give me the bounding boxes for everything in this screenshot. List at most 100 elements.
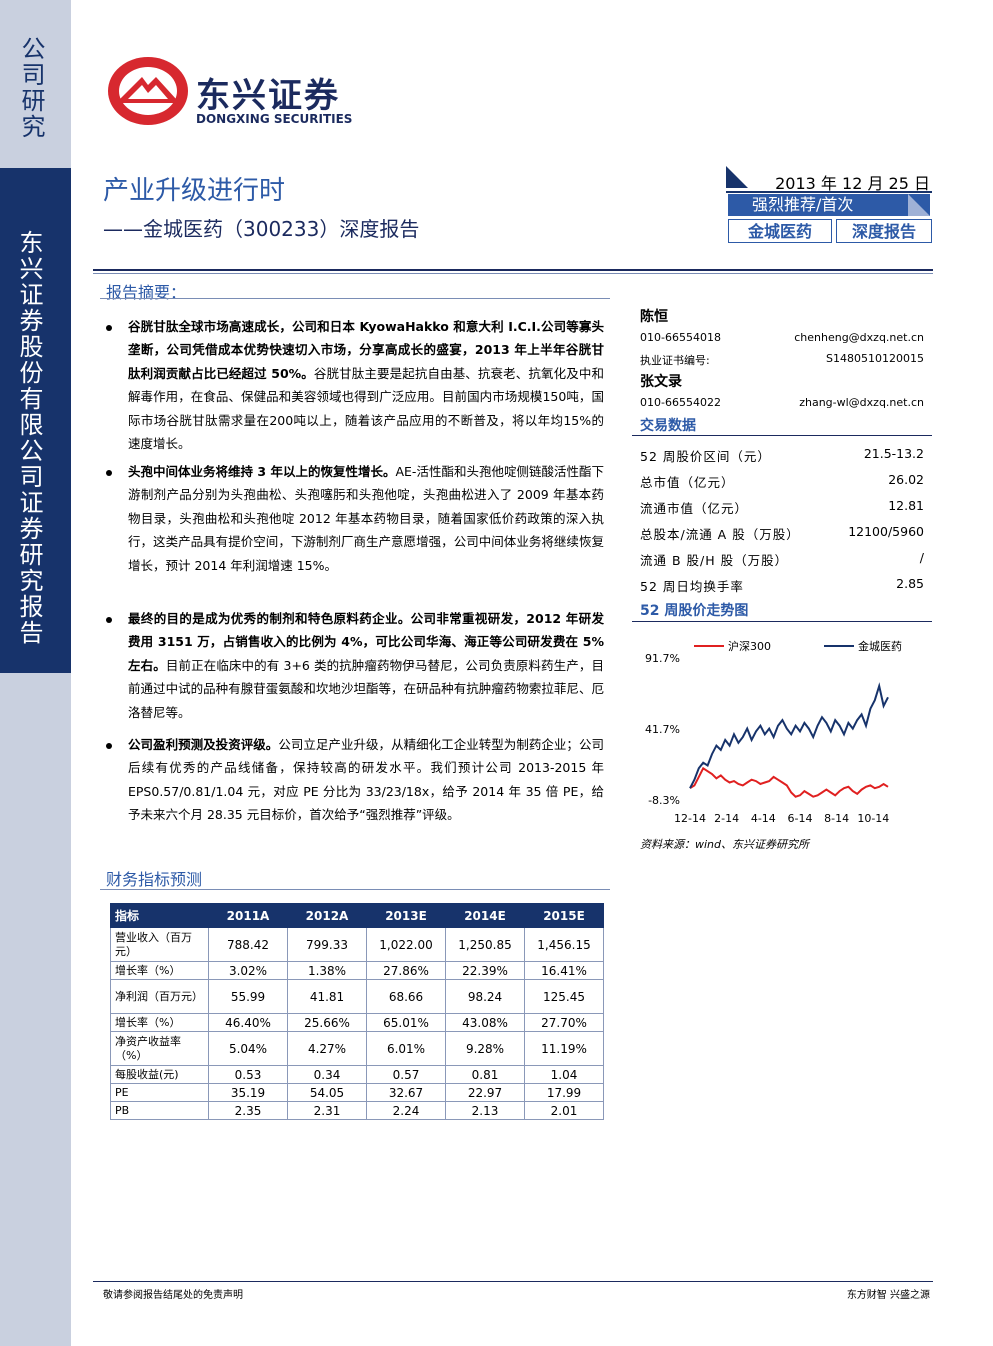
analyst-email: chenheng@dxzq.net.cn xyxy=(794,331,924,344)
sidebar-mid-panel xyxy=(0,168,71,673)
financials-heading: 财务指标预测 xyxy=(106,870,203,889)
table-header-cell: 2014E xyxy=(445,903,525,928)
summary-paragraph-2: 头孢中间体业务将维持 3 年以上的恢复性增长。AE-活性酯和头孢他啶侧链酸活性酯… xyxy=(128,464,604,573)
y-tick-label: 91.7% xyxy=(645,652,680,665)
table-header-cell: 2011A xyxy=(208,903,288,928)
x-tick-label: 4-14 xyxy=(751,812,776,825)
table-header-cell: 2013E xyxy=(366,903,446,928)
table-cell: 2.35 xyxy=(208,1101,288,1120)
table-cell: 0.57 xyxy=(366,1065,446,1084)
summary-divider xyxy=(100,298,610,299)
series-line xyxy=(689,682,889,789)
table-row: 净利润（百万元） 55.99 41.81 68.66 98.24 125.45 xyxy=(110,979,604,1014)
report-date: 2013 年 12 月 25 日 xyxy=(775,174,930,193)
financials-divider xyxy=(100,889,610,890)
price-chart: 沪深300 金城医药 91.7% 41.7% -8.3% 12-14 2-14 4-14 6… xyxy=(645,639,902,825)
table-cell: 0.34 xyxy=(287,1065,367,1084)
trading-heading: 交易数据 xyxy=(640,418,696,434)
table-cell: 27.86% xyxy=(366,961,446,980)
summary-paragraph-3: 最终的目的是成为优秀的制剂和特色原料药企业。公司非常重视研发，2012 年研发费… xyxy=(128,611,604,720)
table-row: PB 2.35 2.31 2.24 2.13 2.01 xyxy=(110,1101,604,1120)
summary-paragraph-1: 谷胱甘肽全球市场高速成长，公司和日本 KyowaHakko 和意大利 I.C.I… xyxy=(128,319,604,452)
table-row: 每股收益(元) 0.53 0.34 0.57 0.81 1.04 xyxy=(110,1065,604,1084)
table-cell: 25.66% xyxy=(287,1013,367,1032)
table-row: 营业收入（百万元） 788.42 799.33 1,022.00 1,250.85 1,4… xyxy=(110,927,604,962)
chart-source: 资料来源：wind、东兴证券研究所 xyxy=(640,838,810,851)
table-row-label: 增长率（%） xyxy=(110,1013,209,1032)
summary-paragraph-4: 公司盈利预测及投资评级。公司立足产业升级，从精细化工企业转型为制药企业；公司后续… xyxy=(128,737,604,823)
trading-row: 52 周股价区间（元） 21.5-13.2 xyxy=(640,446,924,464)
table-header-row: 指标 2011A 2012A 2013E 2014E 2015E xyxy=(110,903,604,928)
table-cell: 17.99 xyxy=(524,1083,604,1102)
table-cell: 68.66 xyxy=(366,979,446,1014)
table-cell: 54.05 xyxy=(287,1083,367,1102)
company-logo-icon xyxy=(108,57,188,125)
trading-row: 流通市值（亿元） 12.81 xyxy=(640,498,924,516)
table-cell: 5.04% xyxy=(208,1031,288,1066)
table-cell: 2.01 xyxy=(524,1101,604,1120)
y-tick-label: 41.7% xyxy=(645,723,680,736)
table-row: 增长率（%） 3.02% 1.38% 27.86% 22.39% 16.41% xyxy=(110,961,604,980)
table-row-label: 增长率（%） xyxy=(110,961,209,980)
report-title: 产业升级进行时 xyxy=(103,176,286,206)
table-cell: 1.04 xyxy=(524,1065,604,1084)
trading-divider xyxy=(632,435,932,436)
trading-row: 流通 B 股/H 股（万股） / xyxy=(640,550,924,568)
trading-row: 52 周日均换手率 2.85 xyxy=(640,576,924,594)
sidebar-category-label: 公司研究 xyxy=(17,36,45,140)
bullet-icon xyxy=(106,617,112,623)
table-cell: 788.42 xyxy=(208,927,288,962)
table-cell: 799.33 xyxy=(287,927,367,962)
table-cell: 65.01% xyxy=(366,1013,446,1032)
report-subtitle: ——金城医药（300233）深度报告 xyxy=(103,217,420,241)
table-row-label: PB xyxy=(110,1101,209,1120)
table-cell: 16.41% xyxy=(524,961,604,980)
table-cell: 11.19% xyxy=(524,1031,604,1066)
table-cell: 1.38% xyxy=(287,961,367,980)
footer-slogan: 东方财智 兴盛之源 xyxy=(846,1290,930,1301)
summary-heading: 报告摘要： xyxy=(106,283,187,302)
table-header-cell: 指标 xyxy=(110,903,209,928)
chart-divider xyxy=(632,621,932,622)
table-cell: 3.02% xyxy=(208,961,288,980)
table-row: 增长率（%） 46.40% 25.66% 65.01% 43.08% 27.70% xyxy=(110,1013,604,1032)
table-cell: 43.08% xyxy=(445,1013,525,1032)
report-type-tag: 深度报告 xyxy=(836,219,932,243)
table-cell: 1,456.15 xyxy=(524,927,604,962)
table-cell: 55.99 xyxy=(208,979,288,1014)
company-tag: 金城医药 xyxy=(728,219,832,243)
table-cell: 0.53 xyxy=(208,1065,288,1084)
footer-disclaimer: 敬请参阅报告结尾处的免责声明 xyxy=(103,1290,243,1301)
table-cell: 1,250.85 xyxy=(445,927,525,962)
sidebar-top-panel xyxy=(0,0,71,168)
table-cell: 2.13 xyxy=(445,1101,525,1120)
date-box-frame xyxy=(726,166,932,193)
table-row-label: 净利润（百万元） xyxy=(110,979,209,1014)
table-row-label: 营业收入（百万元） xyxy=(110,927,209,962)
table-cell: 125.45 xyxy=(524,979,604,1014)
table-cell: 9.28% xyxy=(445,1031,525,1066)
table-cell: 32.67 xyxy=(366,1083,446,1102)
bullet-icon xyxy=(106,470,112,476)
table-cell: 35.19 xyxy=(208,1083,288,1102)
table-cell: 6.01% xyxy=(366,1031,446,1066)
table-row-label: 净资产收益率（%） xyxy=(110,1031,209,1066)
financials-table: 指标 2011A 2012A 2013E 2014E 2015E 营业收入（百万… xyxy=(110,903,604,1120)
table-header-cell: 2012A xyxy=(287,903,367,928)
legend-label: 金城医药 xyxy=(858,639,902,653)
series-line xyxy=(689,766,889,798)
table-cell: 4.27% xyxy=(287,1031,367,1066)
table-row: 净资产收益率（%） 5.04% 4.27% 6.01% 9.28% 11.19% xyxy=(110,1031,604,1066)
analyst-phone: 010-66554022 xyxy=(640,396,721,409)
analyst-name: 陈恒 xyxy=(640,309,668,325)
header-divider xyxy=(93,269,933,271)
table-cell: 2.31 xyxy=(287,1101,367,1120)
table-cell: 22.97 xyxy=(445,1083,525,1102)
legend-label: 沪深300 xyxy=(728,639,771,653)
table-row-label: 每股收益(元) xyxy=(110,1065,209,1084)
logo-english-text: DONGXING SECURITIES xyxy=(196,112,353,126)
trading-row: 总市值（亿元） 26.02 xyxy=(640,472,924,490)
x-tick-label: 8-14 xyxy=(824,812,849,825)
analyst-cert: S1480510120015 xyxy=(826,352,924,365)
table-row-label: PE xyxy=(110,1083,209,1102)
